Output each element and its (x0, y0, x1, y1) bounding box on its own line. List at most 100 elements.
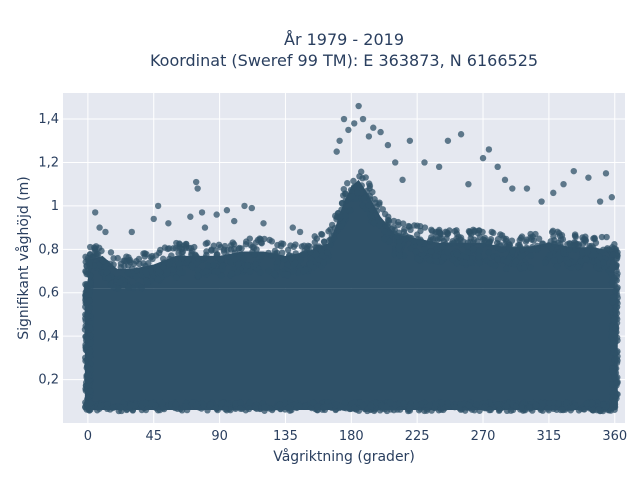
outlier-point (154, 202, 162, 210)
data-point (439, 243, 446, 250)
data-point (278, 240, 285, 247)
outlier-point (248, 204, 255, 212)
data-point (175, 244, 182, 251)
data-point (188, 250, 195, 257)
data-point (104, 405, 111, 413)
data-point (379, 206, 386, 213)
outlier-point (194, 185, 201, 192)
data-point (296, 402, 303, 410)
outlier-point (187, 213, 194, 220)
data-point (381, 210, 389, 218)
data-point (276, 401, 284, 408)
data-point (289, 268, 297, 275)
data-point (559, 236, 567, 243)
outlier-point (377, 128, 384, 136)
data-point (163, 267, 171, 275)
data-point (341, 208, 349, 215)
data-point (159, 399, 166, 407)
y-tick-label: 0,2 (38, 373, 59, 388)
outlier-point (538, 198, 545, 205)
data-point (610, 316, 618, 323)
data-point (340, 185, 348, 193)
outlier-point (384, 141, 392, 149)
data-point (342, 405, 350, 412)
data-point (600, 259, 607, 267)
data-point (612, 324, 620, 332)
data-point (371, 196, 378, 203)
x-tick-label: 225 (405, 429, 430, 444)
data-point (514, 242, 522, 249)
data-point (526, 405, 533, 412)
data-point (367, 402, 374, 410)
data-point (270, 270, 278, 278)
data-point (432, 400, 439, 408)
data-point (246, 268, 254, 275)
data-point (298, 243, 306, 250)
data-point (522, 238, 530, 245)
data-point (110, 261, 117, 268)
data-point (608, 298, 616, 306)
data-point (414, 255, 421, 263)
data-point (467, 238, 474, 245)
data-point (217, 272, 225, 280)
data-point (423, 407, 430, 414)
outlier-point (560, 180, 567, 188)
data-point (583, 400, 591, 407)
data-point (611, 275, 618, 283)
data-point (544, 405, 552, 412)
data-point (377, 219, 384, 226)
data-point (125, 284, 132, 291)
data-point (559, 406, 566, 413)
data-point (218, 256, 225, 263)
outlier-point (96, 224, 103, 231)
data-point (358, 182, 365, 189)
data-point (551, 240, 559, 248)
data-point (334, 213, 342, 220)
data-point (450, 239, 458, 247)
outlier-point (608, 194, 616, 201)
data-point (362, 174, 369, 181)
x-tick-label: 90 (211, 429, 228, 444)
data-point (480, 241, 487, 248)
data-point (411, 222, 418, 229)
data-point (273, 264, 280, 271)
data-point (292, 241, 299, 248)
outlier-point (333, 148, 340, 155)
data-point (417, 400, 425, 408)
outlier-point (289, 224, 296, 231)
data-point (231, 256, 239, 263)
data-point (427, 248, 435, 255)
data-point (545, 241, 552, 249)
data-point (85, 349, 93, 357)
data-point (480, 404, 488, 412)
data-point (588, 399, 596, 407)
data-point (154, 276, 162, 283)
data-point (440, 406, 447, 414)
data-point (194, 255, 201, 262)
data-point (527, 246, 535, 253)
data-point (126, 403, 133, 411)
data-point (412, 402, 420, 409)
data-point (84, 335, 91, 343)
data-point (268, 252, 275, 259)
data-point (320, 238, 328, 245)
data-point (614, 348, 621, 355)
data-point (476, 247, 483, 255)
data-point (512, 257, 520, 265)
data-point (427, 237, 434, 244)
data-point (297, 256, 304, 264)
data-point (290, 261, 298, 268)
outlier-point (296, 228, 304, 236)
data-point (213, 253, 220, 261)
data-point (265, 267, 272, 275)
data-point (284, 261, 291, 269)
data-point (426, 257, 433, 264)
y-tick-label: 1,4 (38, 112, 59, 127)
data-point (438, 235, 445, 242)
data-point (261, 235, 268, 243)
data-point (444, 230, 452, 237)
data-point (521, 264, 528, 271)
data-point (273, 252, 280, 259)
data-point (204, 407, 211, 414)
data-point (565, 259, 572, 267)
